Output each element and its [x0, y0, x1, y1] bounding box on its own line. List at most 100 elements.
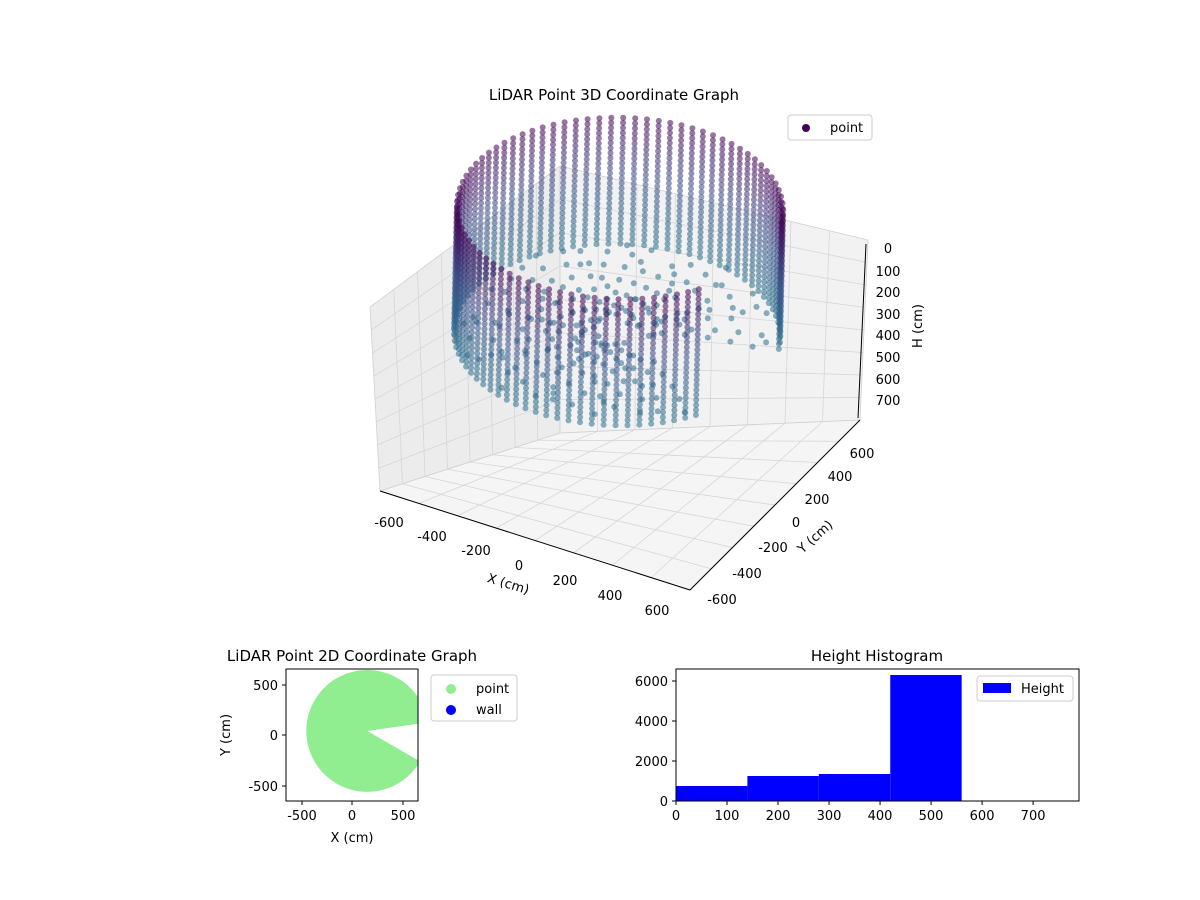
data-point [698, 173, 705, 180]
data-point [464, 283, 471, 290]
data-point [638, 320, 645, 327]
data-point [708, 187, 715, 194]
data-point [533, 358, 540, 365]
data-point [749, 262, 756, 269]
data-point [583, 156, 590, 163]
data-point [541, 288, 548, 295]
data-point [649, 350, 656, 357]
data-point [742, 256, 749, 263]
data-point [579, 293, 586, 300]
data-point [559, 284, 566, 291]
data-point [549, 162, 556, 168]
data-point [606, 185, 613, 192]
data-point [489, 286, 496, 293]
histogram-bars [676, 675, 962, 801]
data-point [545, 316, 552, 323]
data-point [497, 276, 504, 283]
data-point [517, 222, 524, 228]
data-point [468, 364, 475, 371]
data-point [648, 395, 655, 402]
data-point [727, 191, 734, 198]
data-point [571, 198, 578, 205]
data-point [624, 417, 631, 424]
data-point [706, 306, 713, 313]
data-point [676, 202, 683, 209]
data-point [735, 206, 742, 213]
chart-3d: LiDAR Point 3D Coordinate Graph -600 -40… [369, 86, 926, 619]
data-point [534, 338, 541, 345]
data-point [560, 169, 567, 176]
data-point [595, 165, 602, 172]
data-point [736, 155, 743, 162]
data-point [626, 321, 633, 328]
data-point [468, 344, 475, 351]
data-point [583, 186, 589, 193]
data-point [499, 235, 506, 242]
x-tick-label: 300 [817, 809, 842, 824]
data-point [672, 366, 679, 373]
data-point [615, 301, 622, 308]
data-point [468, 329, 475, 336]
data-point [761, 288, 768, 295]
data-point [485, 174, 492, 181]
data-point [687, 261, 694, 268]
data-point [667, 129, 673, 136]
data-point [481, 326, 488, 332]
data-point [482, 290, 489, 297]
data-point [726, 226, 733, 233]
data-point [554, 384, 561, 391]
data-point [591, 294, 598, 301]
data-point [526, 248, 533, 255]
data-point [631, 296, 638, 303]
data-point [677, 147, 684, 154]
data-point [572, 127, 579, 134]
data-point [471, 236, 478, 243]
data-point [583, 166, 590, 173]
data-point [709, 172, 716, 179]
data-point [682, 399, 689, 406]
data-point [559, 225, 566, 232]
data-point [572, 147, 579, 154]
data-point [637, 386, 644, 393]
data-point [606, 210, 613, 217]
data-point [626, 331, 633, 338]
data-point [717, 217, 724, 223]
data-point [477, 225, 484, 232]
data-point [493, 159, 499, 166]
data-point [682, 384, 689, 391]
data-point [533, 373, 540, 380]
data-point [708, 197, 715, 204]
data-point [571, 203, 577, 210]
data-point [504, 366, 511, 373]
data-point [625, 402, 631, 408]
chart-histogram: Height Histogram 0 100 200 300 400 500 600 700 … [635, 647, 1080, 824]
data-point [570, 223, 577, 230]
data-point [660, 384, 667, 390]
data-point [513, 370, 520, 377]
data-point [570, 218, 577, 225]
data-point [456, 218, 463, 225]
data-point [528, 178, 535, 184]
data-point [463, 348, 470, 355]
data-point [607, 150, 614, 156]
data-point [529, 127, 536, 134]
data-point [677, 152, 684, 159]
data-point [473, 370, 480, 377]
data-point [480, 356, 487, 363]
data-point [558, 235, 565, 242]
data-point [726, 293, 733, 300]
data-point [496, 321, 503, 328]
data-point [604, 248, 611, 255]
data-point [602, 341, 609, 348]
data-point [602, 320, 609, 327]
data-point [699, 163, 706, 170]
data-point [560, 174, 567, 181]
data-point [716, 252, 723, 259]
data-point [596, 315, 603, 322]
data-point [496, 336, 503, 343]
data-point [478, 180, 485, 187]
data-point [751, 166, 758, 173]
data-point [480, 351, 487, 358]
data-point [735, 196, 742, 203]
data-point [590, 360, 597, 367]
